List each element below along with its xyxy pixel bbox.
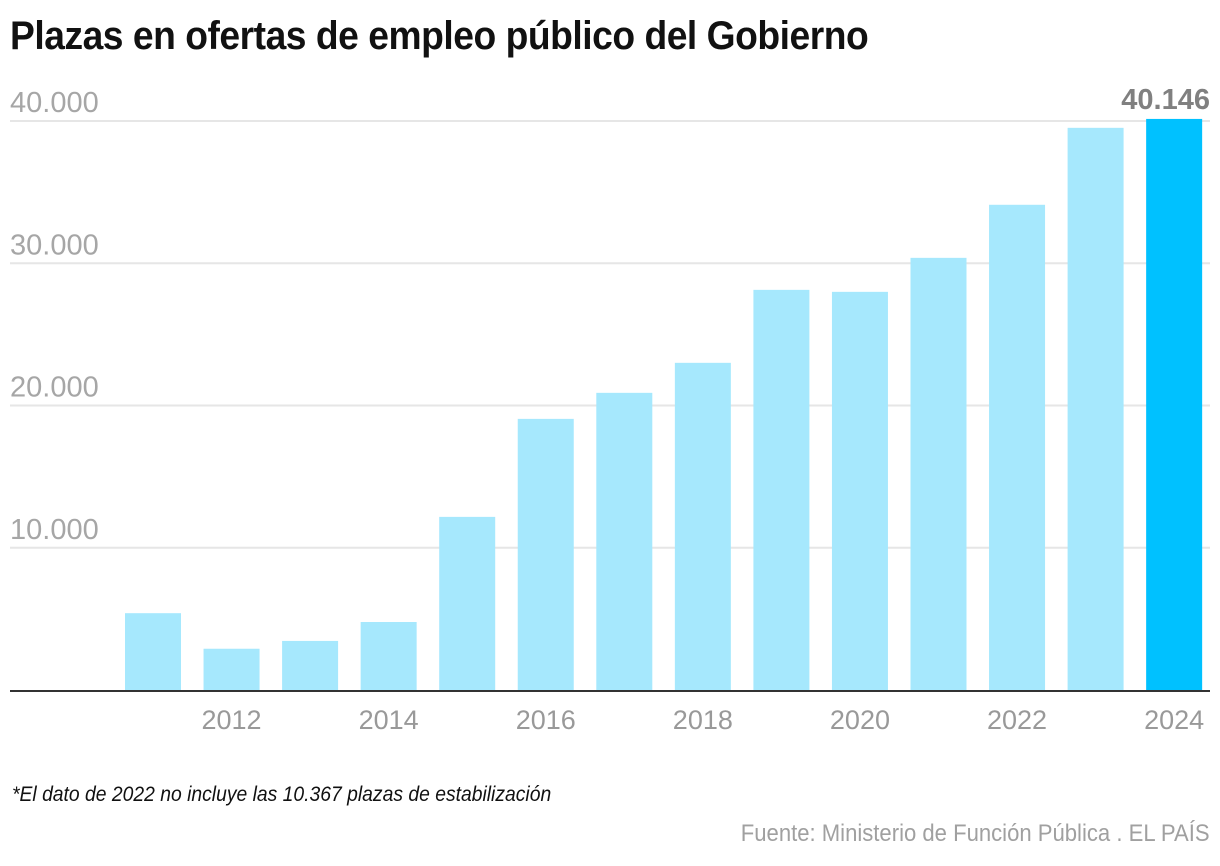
y-tick-label: 10.000 [10, 514, 99, 546]
x-tick-label: 2012 [202, 705, 262, 735]
source-credit: Fuente: Ministerio de Función Pública . … [741, 820, 1210, 847]
y-tick-label: 40.000 [10, 87, 99, 119]
bars [125, 118, 1203, 690]
bar-2021 [910, 257, 967, 690]
footnote: *El dato de 2022 no incluye las 10.367 p… [12, 783, 552, 806]
bar-2012 [203, 648, 260, 690]
x-tick-label: 2024 [1144, 705, 1204, 735]
x-axis-ticks: 2012 2014 2016 2018 2020 2022 2024 [202, 705, 1205, 735]
x-tick-label: 2014 [359, 705, 419, 735]
bar-2020 [831, 291, 888, 690]
data-labels: 40.146 [1121, 84, 1210, 116]
x-tick-label: 2020 [830, 705, 890, 735]
bar-2018 [674, 362, 731, 690]
bar-2011 [125, 613, 181, 690]
data-label-2024: 40.146 [1121, 84, 1210, 116]
y-axis-ticks: 10.000 20.000 30.000 40.000 [10, 87, 99, 546]
bar-2024 [1146, 118, 1203, 690]
bar-2015 [439, 516, 496, 690]
x-tick-label: 2016 [516, 705, 576, 735]
bar-2014 [360, 622, 417, 690]
chart-title: Plazas en ofertas de empleo público del … [10, 14, 869, 58]
x-tick-label: 2022 [987, 705, 1047, 735]
bar-2022 [989, 204, 1046, 690]
bar-2016 [517, 418, 574, 690]
y-tick-label: 20.000 [10, 372, 99, 404]
bar-2019 [753, 289, 810, 690]
bar-2023 [1067, 127, 1124, 690]
x-tick-label: 2018 [673, 705, 733, 735]
bar-2013 [282, 640, 339, 690]
y-tick-label: 30.000 [10, 229, 99, 261]
bar-2017 [596, 392, 653, 690]
